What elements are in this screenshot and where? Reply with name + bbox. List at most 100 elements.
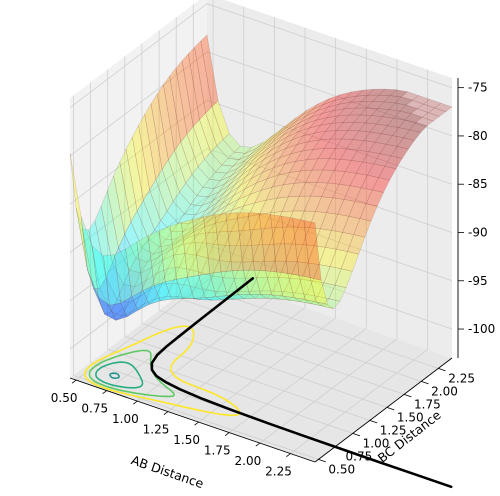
surface-patch xyxy=(223,261,242,279)
surface-patch xyxy=(224,230,243,247)
surface-patch xyxy=(169,67,188,143)
surface-patch xyxy=(252,151,271,168)
surface-patch xyxy=(211,100,230,140)
surface-patch xyxy=(178,253,197,270)
surface-patch xyxy=(150,93,169,170)
surface-patch xyxy=(339,148,358,161)
surface-patch xyxy=(289,159,308,173)
surface-patch xyxy=(194,210,212,227)
surface-patch xyxy=(199,112,218,153)
surface-patch xyxy=(164,238,182,251)
surface-patch xyxy=(232,154,251,167)
surface-patch xyxy=(266,290,285,300)
surface-patch xyxy=(305,299,323,307)
surface-patch xyxy=(116,284,135,303)
surface-patch xyxy=(316,100,335,111)
surface-patch xyxy=(114,248,133,304)
grid-line-x xyxy=(167,27,306,412)
surface-patch xyxy=(176,276,195,299)
y-tick-mark xyxy=(403,394,412,398)
surface-patch xyxy=(321,182,340,199)
surface-patch xyxy=(153,281,172,301)
surface-patch xyxy=(341,130,360,140)
surface-patch xyxy=(302,124,322,137)
surface-patch xyxy=(282,122,300,136)
surface-patch xyxy=(399,104,418,114)
surface-patch xyxy=(267,260,286,278)
surface-patch xyxy=(315,196,333,213)
surface-patch xyxy=(202,231,221,245)
surface-patch xyxy=(231,160,250,176)
surface-patch xyxy=(189,254,208,274)
surface-patch xyxy=(389,89,408,98)
surface-patch xyxy=(306,148,325,160)
surface-patch xyxy=(174,141,193,184)
surface-patch xyxy=(148,229,166,248)
surface-patch xyxy=(253,212,272,230)
surface-patch xyxy=(107,175,125,249)
surface-patch xyxy=(158,238,178,248)
surface-patch xyxy=(179,182,198,206)
surface-patch xyxy=(168,150,186,193)
surface-patch xyxy=(260,174,279,191)
surface-patch xyxy=(317,148,336,160)
surface-patch xyxy=(158,225,177,283)
surface-patch xyxy=(194,272,213,291)
x-tick-mark xyxy=(102,390,107,395)
surface-patch xyxy=(215,295,235,301)
surface-patch xyxy=(324,230,343,250)
surface-patch xyxy=(255,167,274,184)
surface-patch xyxy=(232,193,251,211)
surface-patch xyxy=(311,296,330,307)
surface-patch xyxy=(297,210,316,228)
surface-patch xyxy=(82,228,101,289)
surface-patch xyxy=(214,209,233,224)
y-tick-label: 0.75 xyxy=(346,449,373,463)
surface-patch xyxy=(135,247,154,263)
surface-patch xyxy=(300,103,319,117)
surface-patch xyxy=(150,267,169,290)
surface-patch xyxy=(261,157,281,174)
axis-panes xyxy=(70,0,452,462)
surface-patch xyxy=(387,117,406,128)
surface-patch xyxy=(378,88,397,96)
surface-patch xyxy=(216,195,234,212)
surface-patch xyxy=(207,183,226,198)
surface-patch xyxy=(222,133,241,153)
surface-patch xyxy=(215,164,234,174)
surface-patch xyxy=(369,123,388,134)
surface-patch xyxy=(131,290,150,311)
surface-patch xyxy=(337,199,356,217)
surface-patch xyxy=(214,175,232,189)
surface-patch xyxy=(186,126,205,168)
surface-patch xyxy=(217,184,236,203)
surface-patch xyxy=(109,302,128,321)
contour-level xyxy=(95,361,144,389)
y-tick-label: 2.25 xyxy=(448,371,475,385)
surface-patch xyxy=(310,106,329,118)
y-tick-mark xyxy=(318,459,326,463)
grid-line-y xyxy=(175,17,422,382)
surface-patch xyxy=(136,199,155,240)
surface-patch xyxy=(216,139,235,159)
surface-patch xyxy=(348,107,367,116)
surface-patch xyxy=(235,229,254,247)
surface-patch xyxy=(275,210,294,228)
surface-patch xyxy=(396,137,415,150)
surface-patch xyxy=(239,168,258,186)
surface-patch xyxy=(334,268,353,288)
grid-line-y xyxy=(158,30,405,395)
grid-line-y xyxy=(141,43,388,408)
surface-patch xyxy=(94,205,113,278)
surface-patch xyxy=(194,200,214,216)
surface-patch xyxy=(359,203,378,222)
surface-patch xyxy=(331,114,350,124)
surface-patch xyxy=(200,34,219,108)
surface-patch xyxy=(261,277,280,292)
surface-patch xyxy=(330,130,349,140)
surface-patch xyxy=(271,172,290,188)
surface-patch xyxy=(169,237,187,251)
surface-patch xyxy=(335,138,354,150)
surface-patch xyxy=(368,141,387,154)
surface-patch xyxy=(307,245,326,265)
